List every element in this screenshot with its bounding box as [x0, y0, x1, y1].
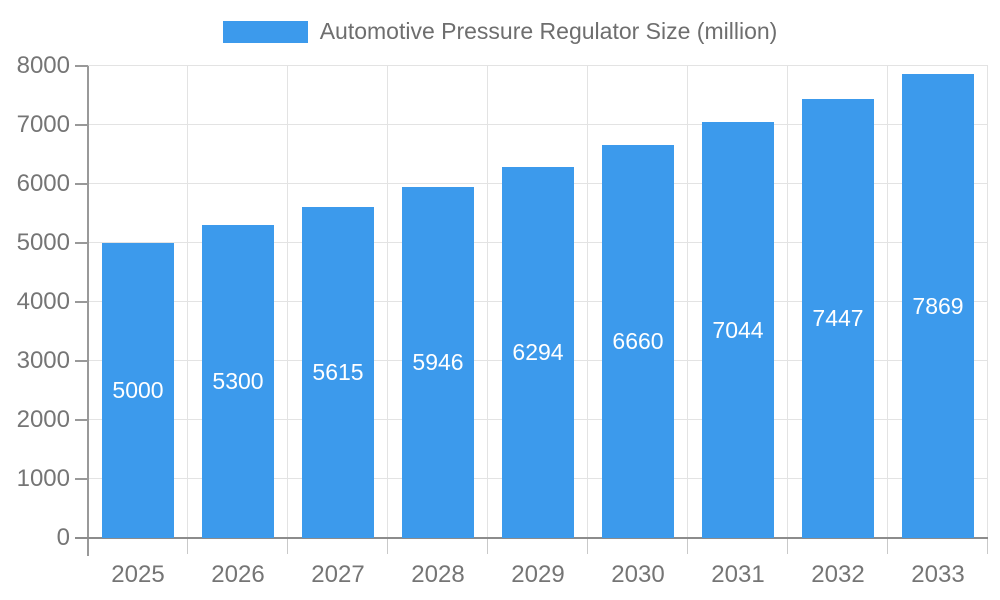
bar-2027[interactable]: 5615 [302, 207, 374, 538]
gridline-v [587, 66, 588, 538]
y-tick [75, 65, 88, 67]
gridline-h [88, 124, 988, 125]
y-axis-label: 3000 [16, 347, 70, 374]
chart-title: Automotive Pressure Regulator Size (mill… [319, 18, 778, 44]
y-axis-label: 1000 [16, 465, 70, 492]
y-axis-label: 4000 [16, 288, 70, 315]
x-axis-label: 2032 [811, 561, 865, 588]
x-axis-label: 2033 [911, 561, 965, 588]
gridline-v [287, 66, 288, 538]
y-axis-label: 6000 [16, 170, 70, 197]
bar-value-label: 5300 [212, 368, 264, 394]
gridline-v [787, 66, 788, 538]
x-axis-label: 2028 [411, 561, 465, 588]
gridline-v [187, 66, 188, 538]
x-axis-label: 2031 [711, 561, 765, 588]
gridline-v [687, 66, 688, 538]
bar-2031[interactable]: 7044 [702, 122, 774, 538]
x-axis-label: 2030 [611, 561, 665, 588]
y-tick [75, 242, 88, 244]
x-axis-line [75, 537, 988, 539]
x-tick [187, 538, 188, 554]
legend-swatch[interactable] [222, 20, 308, 43]
chart-legend[interactable]: Automotive Pressure Regulator Size (mill… [0, 18, 1000, 45]
bar-value-label: 7044 [712, 316, 764, 343]
gridline-v [487, 66, 488, 538]
y-axis-line [87, 66, 89, 556]
y-tick [75, 183, 88, 185]
bar-2030[interactable]: 6660 [602, 145, 674, 538]
bar-2032[interactable]: 7447 [802, 99, 874, 538]
x-axis-label: 2025 [111, 561, 165, 588]
y-tick [75, 124, 88, 126]
y-axis-label: 5000 [16, 229, 70, 256]
x-tick [287, 538, 288, 554]
bar-2029[interactable]: 6294 [502, 167, 574, 538]
bar-2028[interactable]: 5946 [402, 187, 474, 538]
y-tick [75, 301, 88, 303]
y-axis-label: 2000 [16, 406, 70, 433]
bar-2025[interactable]: 5000 [102, 243, 174, 538]
bar-value-label: 5615 [312, 359, 364, 385]
bar-2026[interactable]: 5300 [202, 225, 274, 538]
x-tick [487, 538, 488, 554]
bar-value-label: 7447 [812, 305, 864, 331]
y-tick [75, 419, 88, 421]
y-tick [75, 478, 88, 480]
bar-2033[interactable]: 7869 [902, 74, 974, 538]
y-axis-label: 8000 [16, 52, 70, 79]
x-tick [387, 538, 388, 554]
bar-value-label: 6294 [512, 339, 564, 365]
gridline-v [887, 66, 888, 538]
x-axis-label: 2026 [211, 561, 265, 588]
bar-value-label: 5946 [412, 349, 464, 375]
x-axis-label: 2027 [311, 561, 365, 588]
y-axis-label: 0 [56, 524, 70, 551]
gridline-v [987, 66, 988, 538]
y-tick [75, 360, 88, 362]
x-tick [687, 538, 688, 554]
gridline-v [387, 66, 388, 538]
x-tick [587, 538, 588, 554]
bar-value-label: 6660 [612, 328, 664, 354]
bar-value-label: 7869 [912, 292, 964, 319]
gridline-h [88, 65, 988, 66]
x-tick [987, 538, 988, 554]
bar-value-label: 5000 [112, 377, 164, 403]
x-tick [887, 538, 888, 554]
x-axis-label: 2029 [511, 561, 565, 588]
y-axis-label: 7000 [16, 111, 70, 138]
x-tick [787, 538, 788, 554]
